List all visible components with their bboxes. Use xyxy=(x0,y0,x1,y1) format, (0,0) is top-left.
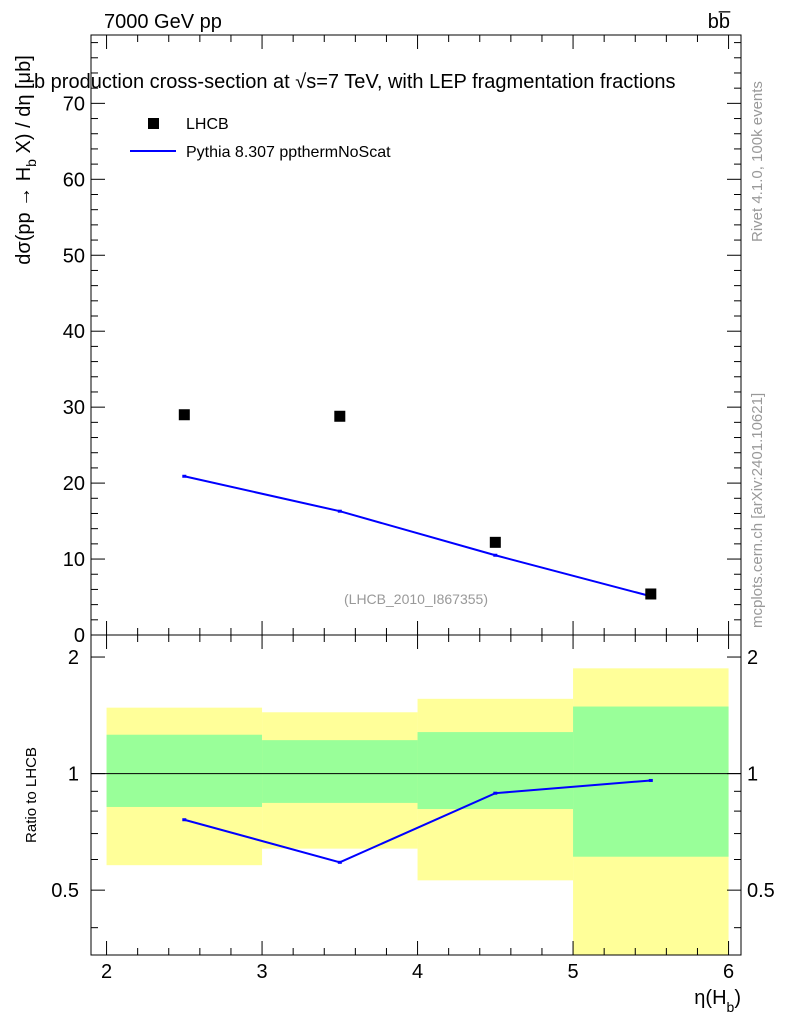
ratio-pythia-point xyxy=(337,860,342,864)
ratio-y-tick-label-right: 0.5 xyxy=(747,880,775,902)
ratio-uncertainty-bands xyxy=(106,668,729,955)
main-panel: 0 10 20 30 40 50 60 70 b production cross-secti… xyxy=(13,34,742,647)
x-tick-label: 3 xyxy=(256,961,267,983)
ratio-data-layer xyxy=(182,778,653,864)
lhcb-data-point xyxy=(489,536,501,548)
ratio-pythia-point xyxy=(648,778,653,782)
pythia-point xyxy=(493,553,498,557)
main-y-tick-label: 50 xyxy=(63,245,85,267)
ratio-plot-frame xyxy=(90,634,742,956)
ratio-y-tick-label: 0.5 xyxy=(51,880,79,902)
main-data-layer xyxy=(178,409,657,600)
main-y-tick-label: 40 xyxy=(63,321,85,343)
pythia-point xyxy=(182,474,187,478)
ratio-y-axis-label: Ratio to LHCB xyxy=(23,747,40,843)
ratio-band-inner xyxy=(262,740,418,803)
lhcb-data-point xyxy=(334,410,346,422)
x-tick-label: 6 xyxy=(723,961,734,983)
pythia-line xyxy=(184,475,652,598)
ratio-pythia-point xyxy=(493,791,498,795)
main-y-tick-label: 60 xyxy=(63,169,85,191)
main-y-axis-label: dσ(pp → Hb X) / dη [μb] xyxy=(13,55,39,265)
x-tick-label: 4 xyxy=(412,961,423,983)
lhcb-data-point xyxy=(645,588,657,600)
ratio-panel: 0.5 0.5 1 1 2 2 2 3 4 5 6 Ratio to LHCB η(Hb) xyxy=(23,634,775,1015)
x-tick-labels: 2 3 4 5 6 xyxy=(101,961,734,983)
ratio-y-tick-labels: 0.5 0.5 1 1 2 2 xyxy=(51,647,775,902)
lhcb-data-point xyxy=(178,409,190,421)
main-y-tick-label: 0 xyxy=(74,625,85,647)
svg-text:dσ(pp → Hb X) / dη [μb]: dσ(pp → Hb X) / dη [μb] xyxy=(13,55,39,265)
pythia-point xyxy=(337,509,342,513)
legend-label-pythia: Pythia 8.307 ppthermNoScat xyxy=(186,144,391,161)
ratio-band-inner xyxy=(106,734,263,807)
ratio-axis-ticks xyxy=(91,635,741,955)
legend-label-lhcb: LHCB xyxy=(186,116,229,133)
analysis-id-label: (LHCB_2010_I867355) xyxy=(344,591,488,607)
ratio-pythia-line xyxy=(184,779,651,864)
x-axis-label: η(Hb) xyxy=(694,987,741,1015)
process-label: bb̅ xyxy=(708,10,731,33)
ratio-pythia-point xyxy=(182,818,187,822)
main-y-tick-labels: 0 10 20 30 40 50 60 70 xyxy=(63,93,85,647)
legend-marker-lhcb xyxy=(148,118,159,129)
x-tick-label: 2 xyxy=(101,961,112,983)
ratio-y-tick-label-right: 2 xyxy=(747,647,758,669)
side-label-rivet: Rivet 4.1.0, 100k events xyxy=(749,81,766,242)
main-y-tick-label: 70 xyxy=(63,93,85,115)
plot-title: b production cross-section at √s=7 TeV, … xyxy=(34,71,676,93)
main-y-tick-label: 20 xyxy=(63,473,85,495)
ratio-y-tick-label: 2 xyxy=(68,647,79,669)
side-label-site: mcplots.cern.ch [arXiv:2401.10621] xyxy=(749,393,766,628)
x-tick-label: 5 xyxy=(567,961,578,983)
ratio-band-inner xyxy=(417,732,574,810)
legend: LHCB Pythia 8.307 ppthermNoScat xyxy=(130,116,391,161)
energy-label: 7000 GeV pp xyxy=(104,11,222,33)
ratio-y-tick-label: 1 xyxy=(68,764,79,786)
ratio-y-tick-label-right: 1 xyxy=(747,764,758,786)
main-y-tick-label: 10 xyxy=(63,549,85,571)
main-axis-ticks xyxy=(91,35,741,636)
main-y-tick-label: 30 xyxy=(63,397,85,419)
